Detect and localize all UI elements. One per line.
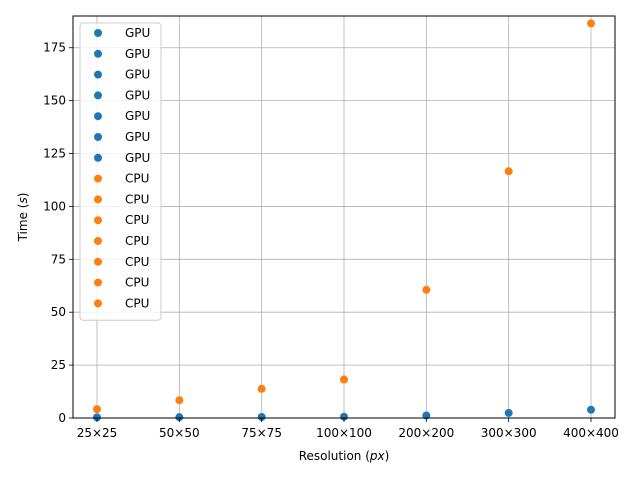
legend-marker: [94, 29, 102, 37]
legend-label: CPU: [125, 234, 149, 248]
legend-marker: [94, 216, 102, 225]
x-tick-label: 400×400: [563, 426, 619, 440]
legend-label: GPU: [125, 151, 150, 165]
x-tick-label: 75×75: [241, 426, 282, 440]
legend: GPU GPU GPU GPU GPU GPU GPU CPU CPU CPU CPU CPU CPU C…: [79, 22, 162, 321]
gpu-data-point: [422, 411, 431, 420]
x-tick-label: 200×200: [398, 426, 454, 440]
gpu-data-point: [340, 412, 348, 421]
legend-marker: [94, 112, 102, 121]
legend-label: CPU: [125, 276, 149, 290]
legend-label: GPU: [125, 26, 150, 40]
legend-marker: [94, 237, 102, 245]
cpu-data-point: [93, 405, 101, 414]
y-tick-label: 75: [51, 252, 66, 266]
cpu-data-point: [587, 19, 595, 28]
cpu-data-point: [257, 384, 266, 393]
gpu-data-point: [175, 413, 184, 422]
cpu-data-point: [175, 396, 184, 405]
gpu-data-point: [93, 413, 101, 422]
gpu-data-point: [587, 405, 595, 414]
legend-marker: [94, 91, 102, 100]
legend-label: GPU: [125, 130, 150, 144]
x-tick-label: 100×100: [316, 426, 372, 440]
cpu-data-point: [422, 285, 431, 294]
legend-marker: [94, 257, 102, 266]
x-tick-label: 25×25: [77, 426, 118, 440]
y-tick-label: 50: [51, 305, 66, 319]
x-axis-label: Resolution (px): [299, 449, 390, 463]
x-tick-label: 300×300: [481, 426, 537, 440]
legend-marker: [94, 153, 102, 162]
y-tick-label: 0: [58, 411, 66, 425]
x-tick-label: 50×50: [159, 426, 200, 440]
y-axis-label: Time (s): [16, 193, 30, 243]
legend-label: CPU: [125, 192, 149, 206]
y-tick-label: 150: [43, 94, 66, 108]
legend-marker: [94, 70, 102, 79]
cpu-data-point: [504, 167, 513, 176]
legend-marker: [94, 195, 102, 204]
legend-marker: [94, 174, 102, 183]
y-tick-label: 100: [43, 199, 66, 213]
legend-label: CPU: [125, 255, 149, 269]
y-axis-ticks: 0 25 50 75 100 125 150 175: [43, 41, 73, 425]
legend-label: CPU: [125, 213, 149, 227]
x-axis-ticks: 25×25 50×50 75×75 100×100 200×200 300×300 400×…: [77, 418, 619, 440]
legend-label: GPU: [125, 109, 150, 123]
gpu-data-point: [504, 408, 513, 417]
y-tick-label: 175: [43, 41, 66, 55]
y-tick-label: 125: [43, 147, 66, 161]
legend-marker: [94, 278, 102, 287]
legend-label: CPU: [125, 296, 149, 310]
legend-marker: [94, 299, 102, 308]
cpu-data-point: [340, 375, 348, 384]
y-tick-label: 25: [51, 358, 66, 372]
legend-label: GPU: [125, 88, 150, 102]
gpu-data-point: [257, 412, 266, 421]
legend-marker: [94, 49, 102, 58]
legend-label: GPU: [125, 68, 150, 82]
legend-label: CPU: [125, 172, 149, 186]
data-points: [93, 19, 595, 422]
legend-marker: [94, 133, 102, 141]
legend-label: GPU: [125, 47, 150, 61]
